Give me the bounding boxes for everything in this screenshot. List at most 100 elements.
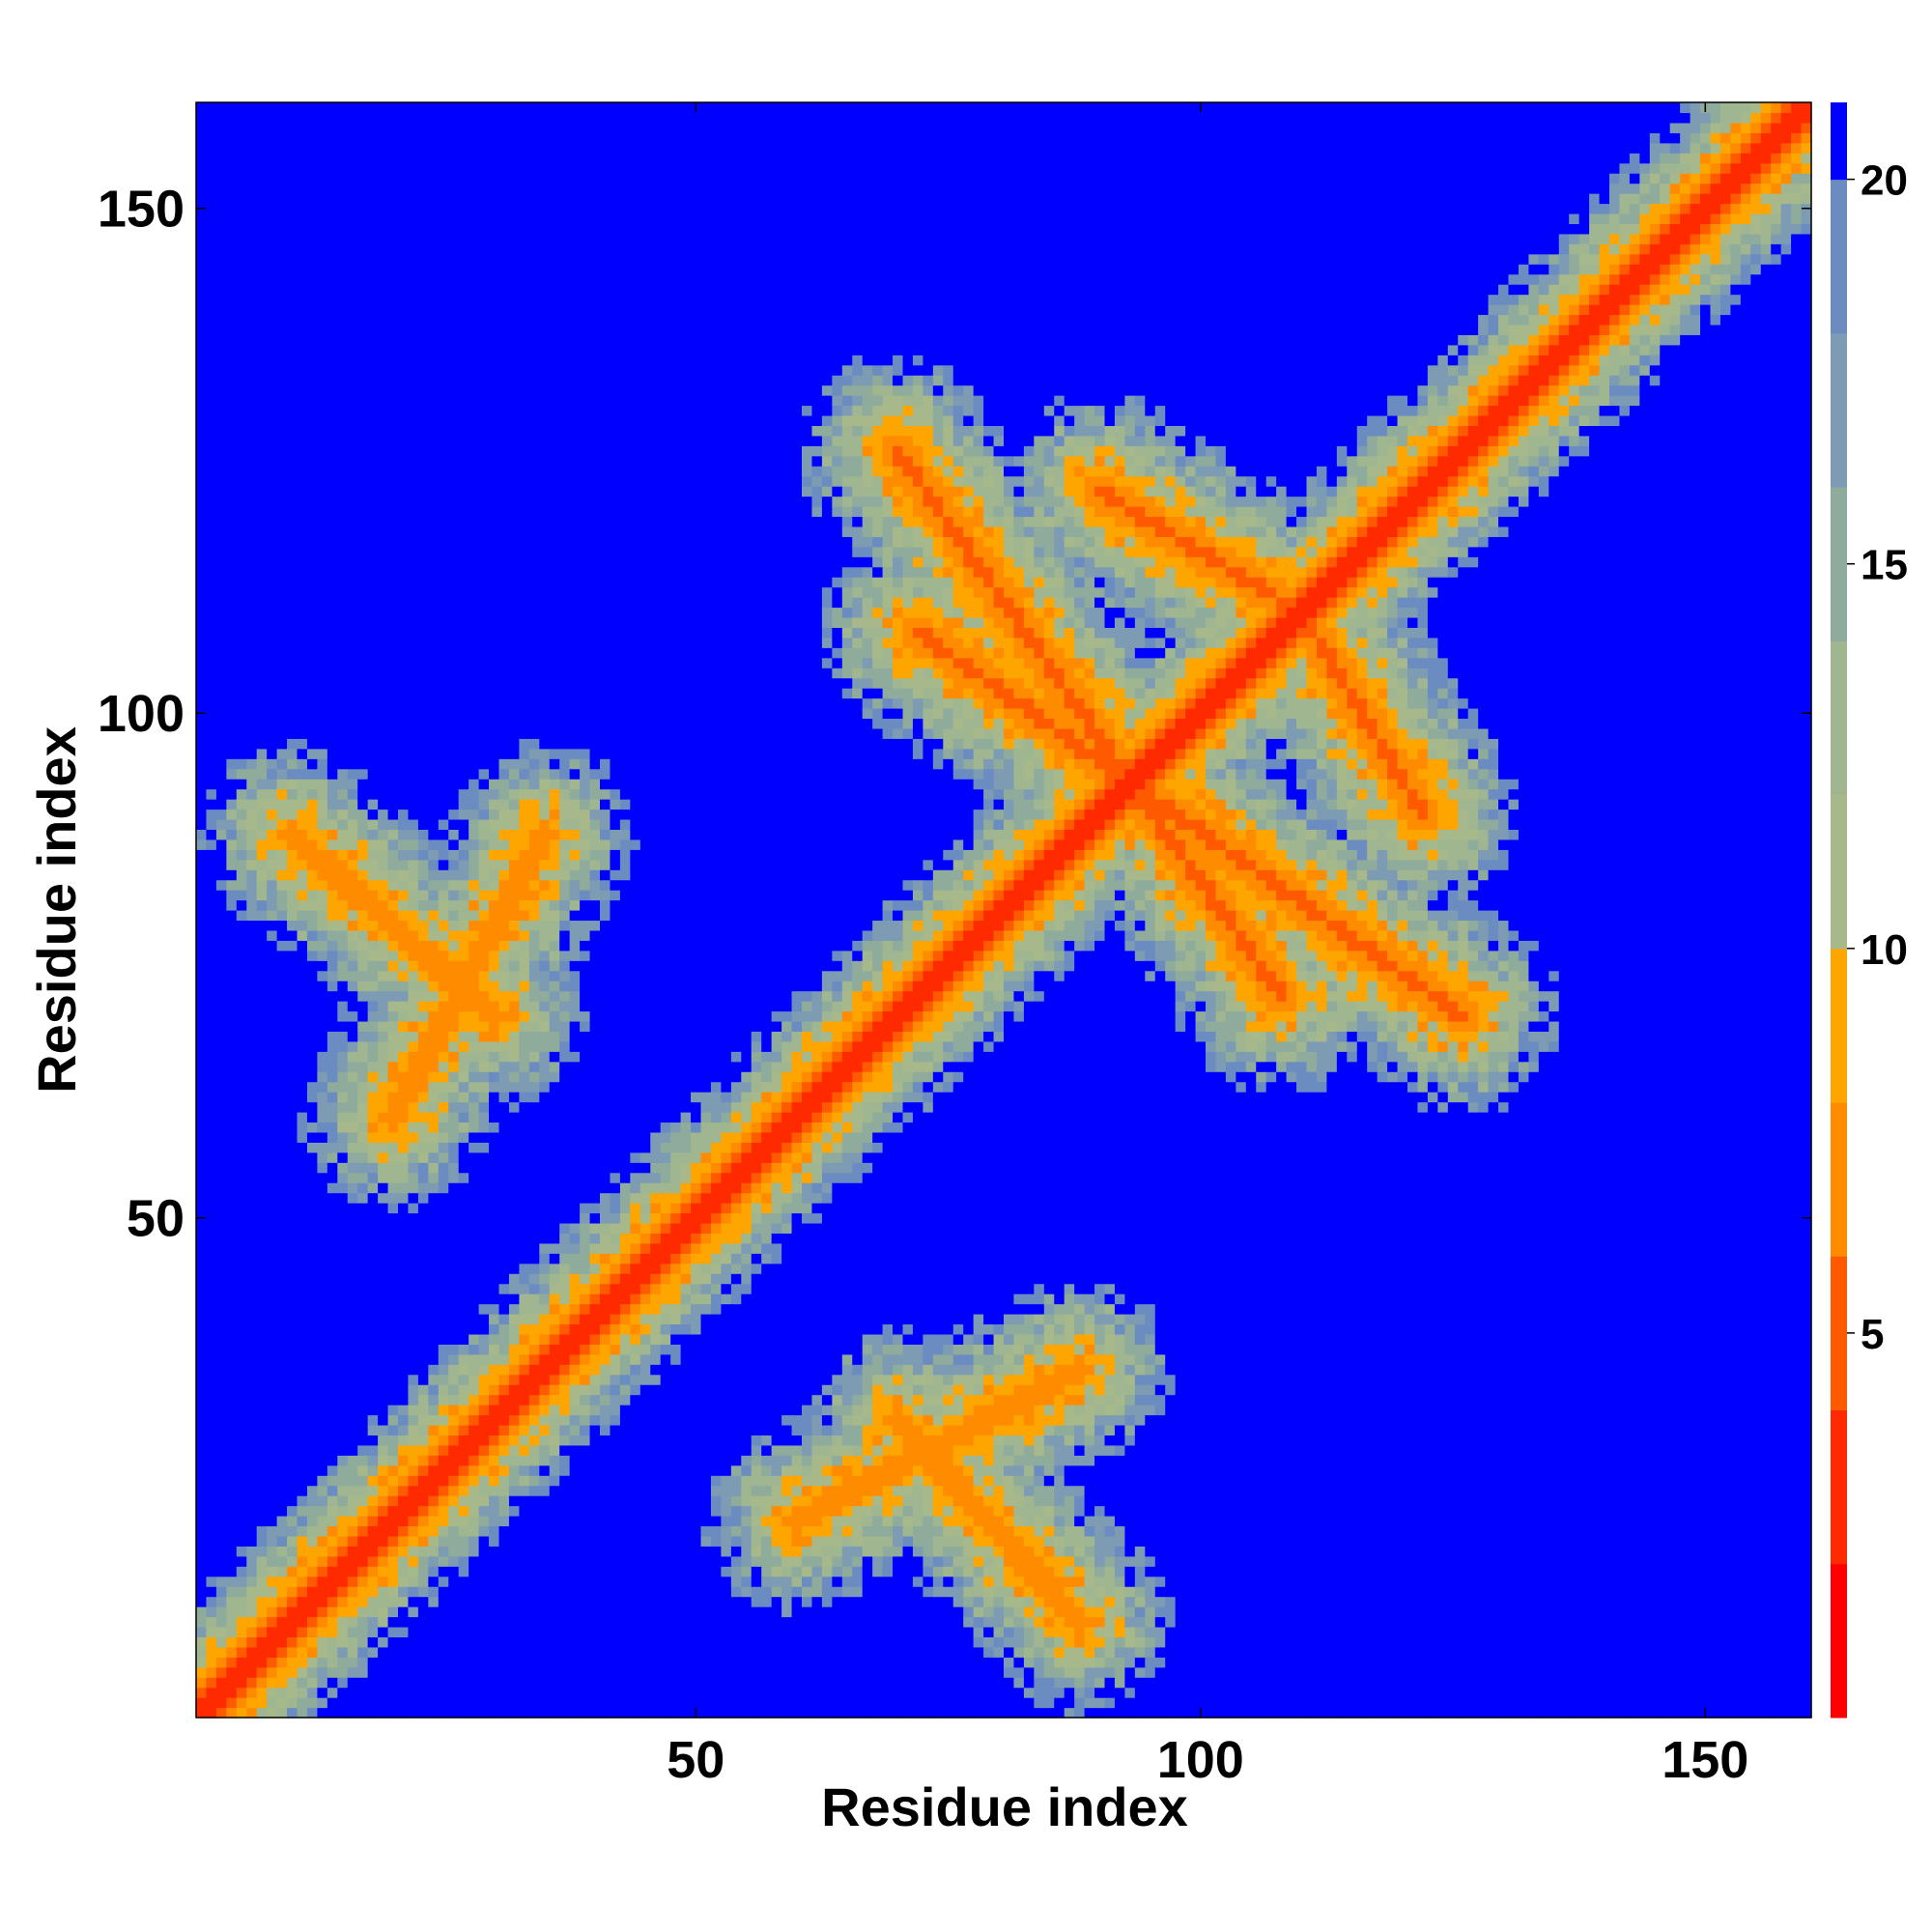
heatmap-cell — [277, 143, 288, 154]
heatmap-cell — [348, 991, 358, 1002]
heatmap-cell — [439, 516, 449, 526]
heatmap-cell — [499, 769, 510, 780]
heatmap-cell — [469, 1525, 479, 1536]
heatmap-cell — [277, 556, 288, 567]
heatmap-cell — [246, 1657, 257, 1667]
heatmap-cell — [448, 1041, 459, 1052]
heatmap-cell — [489, 900, 499, 911]
heatmap-cell — [418, 638, 429, 648]
heatmap-cell — [237, 1657, 247, 1667]
heatmap-cell — [257, 425, 268, 436]
heatmap-cell — [368, 223, 379, 234]
heatmap-cell — [499, 1606, 510, 1617]
heatmap-cell — [216, 860, 227, 870]
heatmap-cell — [226, 1173, 237, 1183]
heatmap-cell — [357, 920, 368, 930]
heatmap-cell — [357, 547, 368, 557]
heatmap-cell — [246, 406, 257, 416]
heatmap-cell — [307, 1486, 318, 1496]
heatmap-cell — [327, 516, 338, 526]
heatmap-cell — [298, 577, 308, 587]
heatmap-cell — [237, 829, 247, 839]
heatmap-cell — [489, 132, 499, 143]
heatmap-cell — [196, 678, 207, 689]
heatmap-cell — [398, 1203, 409, 1213]
heatmap-cell — [469, 980, 479, 991]
heatmap-cell — [348, 1455, 358, 1465]
heatmap-cell — [307, 1405, 318, 1415]
heatmap-cell — [206, 1323, 216, 1334]
heatmap-cell — [479, 526, 490, 537]
heatmap-cell — [196, 1031, 207, 1041]
heatmap-cell — [196, 476, 207, 487]
heatmap-cell — [428, 1233, 439, 1243]
heatmap-cell — [418, 587, 429, 598]
heatmap-cell — [277, 617, 288, 628]
heatmap-cell — [246, 567, 257, 578]
heatmap-cell — [428, 1203, 439, 1213]
heatmap-cell — [216, 1636, 227, 1647]
heatmap-cell — [378, 295, 388, 305]
heatmap-cell — [287, 1375, 298, 1385]
heatmap-cell — [398, 1193, 409, 1204]
heatmap-cell — [428, 497, 439, 507]
heatmap-cell — [378, 395, 388, 406]
heatmap-cell — [237, 1193, 247, 1204]
heatmap-cell — [368, 1031, 379, 1041]
heatmap-cell — [277, 1697, 288, 1708]
heatmap-cell — [469, 153, 479, 163]
heatmap-cell — [428, 506, 439, 517]
heatmap-cell — [368, 940, 379, 951]
heatmap-cell — [216, 223, 227, 234]
heatmap-cell — [418, 1323, 429, 1334]
heatmap-cell — [388, 304, 399, 315]
heatmap-cell — [287, 819, 298, 830]
heatmap-cell — [317, 860, 327, 870]
heatmap-cell — [469, 334, 479, 345]
heatmap-cell — [408, 314, 418, 325]
heatmap-cell — [317, 971, 327, 981]
heatmap-cell — [298, 506, 308, 517]
heatmap-cell — [398, 1243, 409, 1254]
heatmap-cell — [287, 869, 298, 880]
heatmap-cell — [317, 799, 327, 810]
heatmap-cell — [246, 355, 257, 365]
heatmap-cell — [469, 1314, 479, 1324]
heatmap-cell — [348, 1344, 358, 1354]
heatmap-cell — [267, 295, 277, 305]
heatmap-cell — [196, 243, 207, 254]
heatmap-cell — [348, 436, 358, 446]
heatmap-cell — [337, 314, 348, 325]
heatmap-cell — [439, 385, 449, 396]
heatmap-cell — [226, 1041, 237, 1052]
heatmap-cell — [327, 1233, 338, 1243]
heatmap-cell — [368, 1667, 379, 1678]
heatmap-cell — [226, 1182, 237, 1193]
heatmap-cell — [287, 365, 298, 376]
heatmap-cell — [237, 1264, 247, 1274]
heatmap-cell — [378, 951, 388, 961]
heatmap-cell — [348, 1516, 358, 1526]
heatmap-cell — [418, 1708, 429, 1719]
heatmap-cell — [337, 1677, 348, 1688]
heatmap-cell — [206, 112, 216, 123]
heatmap-cell — [287, 415, 298, 426]
heatmap-cell — [348, 223, 358, 234]
heatmap-cell — [448, 1193, 459, 1204]
heatmap-cell — [237, 627, 247, 638]
heatmap-cell — [257, 1577, 268, 1587]
heatmap-cell — [448, 1627, 459, 1637]
heatmap-cell — [337, 415, 348, 426]
heatmap-cell — [267, 1516, 277, 1526]
heatmap-cell — [439, 1395, 449, 1406]
heatmap-cell — [398, 890, 409, 900]
heatmap-cell — [327, 466, 338, 476]
heatmap-cell — [277, 890, 288, 900]
heatmap-cell — [307, 819, 318, 830]
heatmap-cell — [298, 456, 308, 467]
heatmap-cell — [368, 415, 379, 426]
heatmap-cell — [216, 1041, 227, 1052]
heatmap-cell — [298, 345, 308, 355]
heatmap-cell — [439, 789, 449, 800]
heatmap-cell — [439, 627, 449, 638]
